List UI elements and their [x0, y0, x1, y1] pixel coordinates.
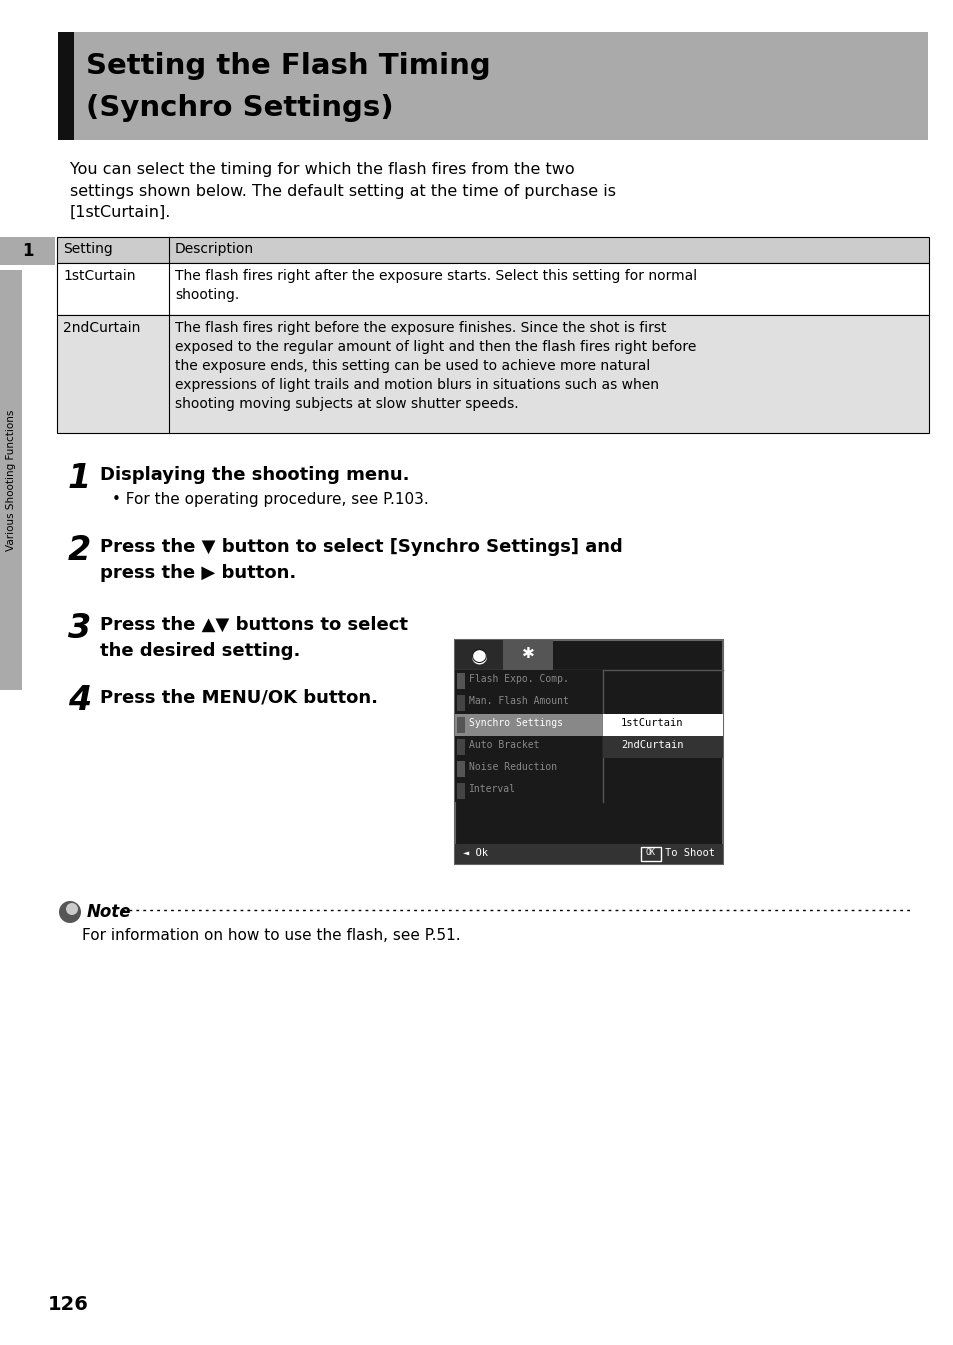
- Bar: [456, 738, 464, 755]
- Text: 1stCurtain: 1stCurtain: [620, 718, 682, 728]
- Text: Press the ▼ button to select [Synchro Settings] and
press the ▶ button.: Press the ▼ button to select [Synchro Se…: [100, 538, 622, 581]
- Bar: [455, 714, 602, 736]
- Bar: [58, 32, 74, 140]
- Text: (Synchro Settings): (Synchro Settings): [86, 94, 394, 122]
- Bar: [58, 32, 927, 140]
- Text: ●: ●: [476, 651, 481, 656]
- Text: ✱: ✱: [521, 646, 534, 660]
- Bar: [456, 695, 464, 712]
- Bar: [57, 237, 928, 264]
- Bar: [456, 672, 464, 689]
- Bar: [502, 640, 553, 670]
- Text: 1stCurtain: 1stCurtain: [63, 269, 135, 282]
- Bar: [0, 237, 55, 265]
- Bar: [456, 761, 464, 777]
- Text: Flash Expo. Comp.: Flash Expo. Comp.: [469, 674, 568, 685]
- Bar: [455, 845, 722, 863]
- Text: Setting the Flash Timing: Setting the Flash Timing: [86, 52, 490, 79]
- Text: To Shoot: To Shoot: [664, 847, 714, 858]
- Text: The flash fires right after the exposure starts. Select this setting for normal
: The flash fires right after the exposure…: [174, 269, 697, 301]
- Text: Setting: Setting: [63, 242, 112, 256]
- Text: 3: 3: [68, 612, 91, 646]
- Text: Press the MENU/OK button.: Press the MENU/OK button.: [100, 689, 377, 706]
- Bar: [456, 783, 464, 799]
- Text: 1: 1: [22, 242, 33, 260]
- Circle shape: [59, 901, 81, 923]
- Bar: [455, 640, 502, 670]
- Text: Displaying the shooting menu.: Displaying the shooting menu.: [100, 465, 409, 484]
- Bar: [0, 270, 22, 690]
- Text: Synchro Settings: Synchro Settings: [469, 718, 562, 728]
- Bar: [455, 670, 602, 691]
- Bar: [602, 736, 722, 759]
- Text: Various Shooting Functions: Various Shooting Functions: [6, 409, 16, 550]
- Bar: [455, 640, 722, 863]
- Text: 1: 1: [68, 461, 91, 495]
- Bar: [455, 736, 602, 759]
- Text: The flash fires right before the exposure finishes. Since the shot is first
expo: The flash fires right before the exposur…: [174, 321, 696, 410]
- Text: Press the ▲▼ buttons to select
the desired setting.: Press the ▲▼ buttons to select the desir…: [100, 616, 408, 659]
- Text: ●: ●: [470, 646, 487, 664]
- Text: Interval: Interval: [469, 784, 516, 794]
- Text: 2ndCurtain: 2ndCurtain: [63, 321, 140, 335]
- Text: ◄: ◄: [606, 718, 614, 728]
- Bar: [455, 759, 602, 780]
- Text: Note: Note: [87, 902, 132, 921]
- Circle shape: [66, 902, 78, 915]
- Bar: [57, 315, 928, 433]
- Text: Man. Flash Amount: Man. Flash Amount: [469, 695, 568, 706]
- Text: Description: Description: [174, 242, 253, 256]
- Text: Auto Bracket: Auto Bracket: [469, 740, 539, 751]
- Bar: [455, 780, 602, 802]
- Text: 2: 2: [68, 534, 91, 568]
- Text: ◄ Ok: ◄ Ok: [462, 847, 488, 858]
- Text: You can select the timing for which the flash fires from the two
settings shown : You can select the timing for which the …: [70, 161, 616, 221]
- Bar: [602, 714, 722, 736]
- Text: OK: OK: [645, 847, 656, 857]
- Text: 4: 4: [68, 685, 91, 717]
- Bar: [455, 691, 602, 714]
- Bar: [57, 264, 928, 315]
- Bar: [640, 847, 660, 861]
- Bar: [456, 717, 464, 733]
- Text: For information on how to use the flash, see P.51.: For information on how to use the flash,…: [82, 928, 460, 943]
- Text: ○: ○: [470, 646, 487, 664]
- Text: Noise Reduction: Noise Reduction: [469, 763, 557, 772]
- Text: 2ndCurtain: 2ndCurtain: [620, 740, 682, 751]
- Text: • For the operating procedure, see P.103.: • For the operating procedure, see P.103…: [112, 492, 428, 507]
- Text: 126: 126: [48, 1295, 89, 1314]
